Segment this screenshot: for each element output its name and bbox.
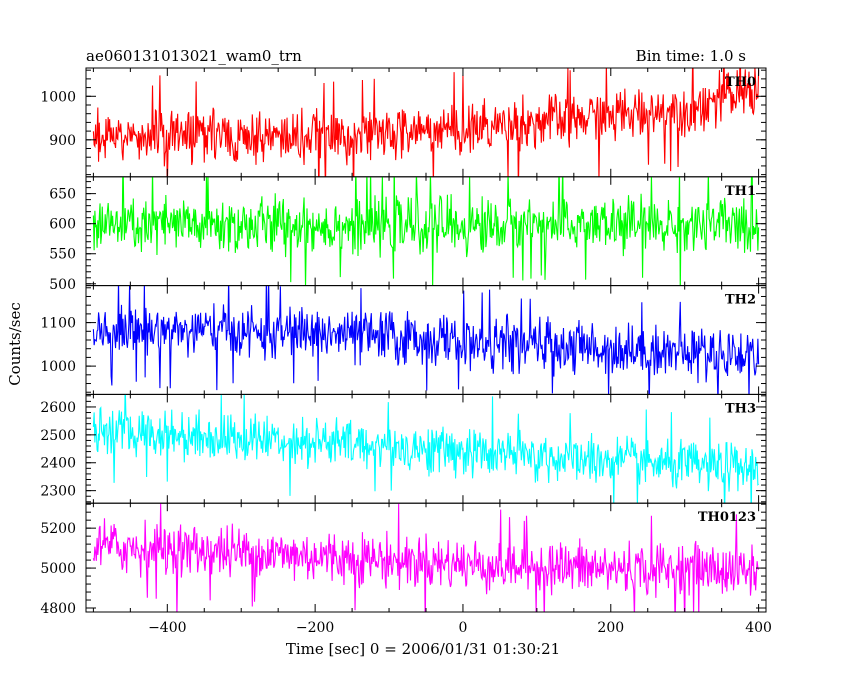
x-axis: −400 −200 0 200 400 <box>148 620 772 636</box>
y-tick-label: 2400 <box>40 456 76 472</box>
y-tick-label: 2300 <box>40 484 76 500</box>
panel-th3: TH3 2300 2400 2500 2600 <box>40 393 767 504</box>
y-tick-label: 1100 <box>40 316 76 332</box>
panel-name-label: TH1 <box>725 184 756 199</box>
series-line-th0123 <box>92 503 760 613</box>
y-tick-label: 2600 <box>40 400 76 416</box>
chart-title: ae060131013021_wam0_trn <box>86 47 302 65</box>
y-tick-label: 600 <box>49 217 76 233</box>
panel-name-label: TH2 <box>725 293 756 308</box>
panel-th2: TH2 1000 1100 <box>40 285 767 395</box>
series-line-th3 <box>92 394 759 504</box>
y-axis-label: Counts/sec <box>6 302 24 386</box>
panels-group: TH0 900 1000 TH1 500 550 600 650 TH2 1000 1100 TH3 2… <box>40 67 767 617</box>
y-tick-label: 500 <box>49 277 76 293</box>
series-line-th0 <box>92 68 760 177</box>
y-tick-label: 1000 <box>40 359 76 375</box>
series-line-th1 <box>92 176 760 286</box>
x-tick-label: −400 <box>148 620 186 636</box>
y-tick-label: 5000 <box>40 561 76 577</box>
x-tick-label: 200 <box>597 620 624 636</box>
y-tick-label: 650 <box>49 187 76 203</box>
x-tick-label: 0 <box>458 620 467 636</box>
y-tick-label: 4800 <box>40 601 76 617</box>
y-tick-label: 5200 <box>40 521 76 537</box>
y-tick-label: 2500 <box>40 428 76 444</box>
panel-th0123: TH0123 4800 5000 5200 <box>40 502 767 617</box>
panel-th1: TH1 500 550 600 650 <box>49 176 767 293</box>
panel-name-label: TH3 <box>725 401 756 416</box>
x-axis-label: Time [sec] 0 = 2006/01/31 01:30:21 <box>286 640 560 658</box>
y-tick-label: 550 <box>49 247 76 263</box>
y-tick-label: 1000 <box>40 89 76 105</box>
panel-name-label: TH0 <box>725 75 756 90</box>
x-tick-label: −200 <box>296 620 334 636</box>
bin-time-label: Bin time: 1.0 s <box>636 47 746 65</box>
panel-name-label: TH0123 <box>698 510 756 525</box>
y-tick-label: 900 <box>49 133 76 149</box>
x-tick-label: 400 <box>745 620 772 636</box>
series-line-th2 <box>92 285 760 395</box>
